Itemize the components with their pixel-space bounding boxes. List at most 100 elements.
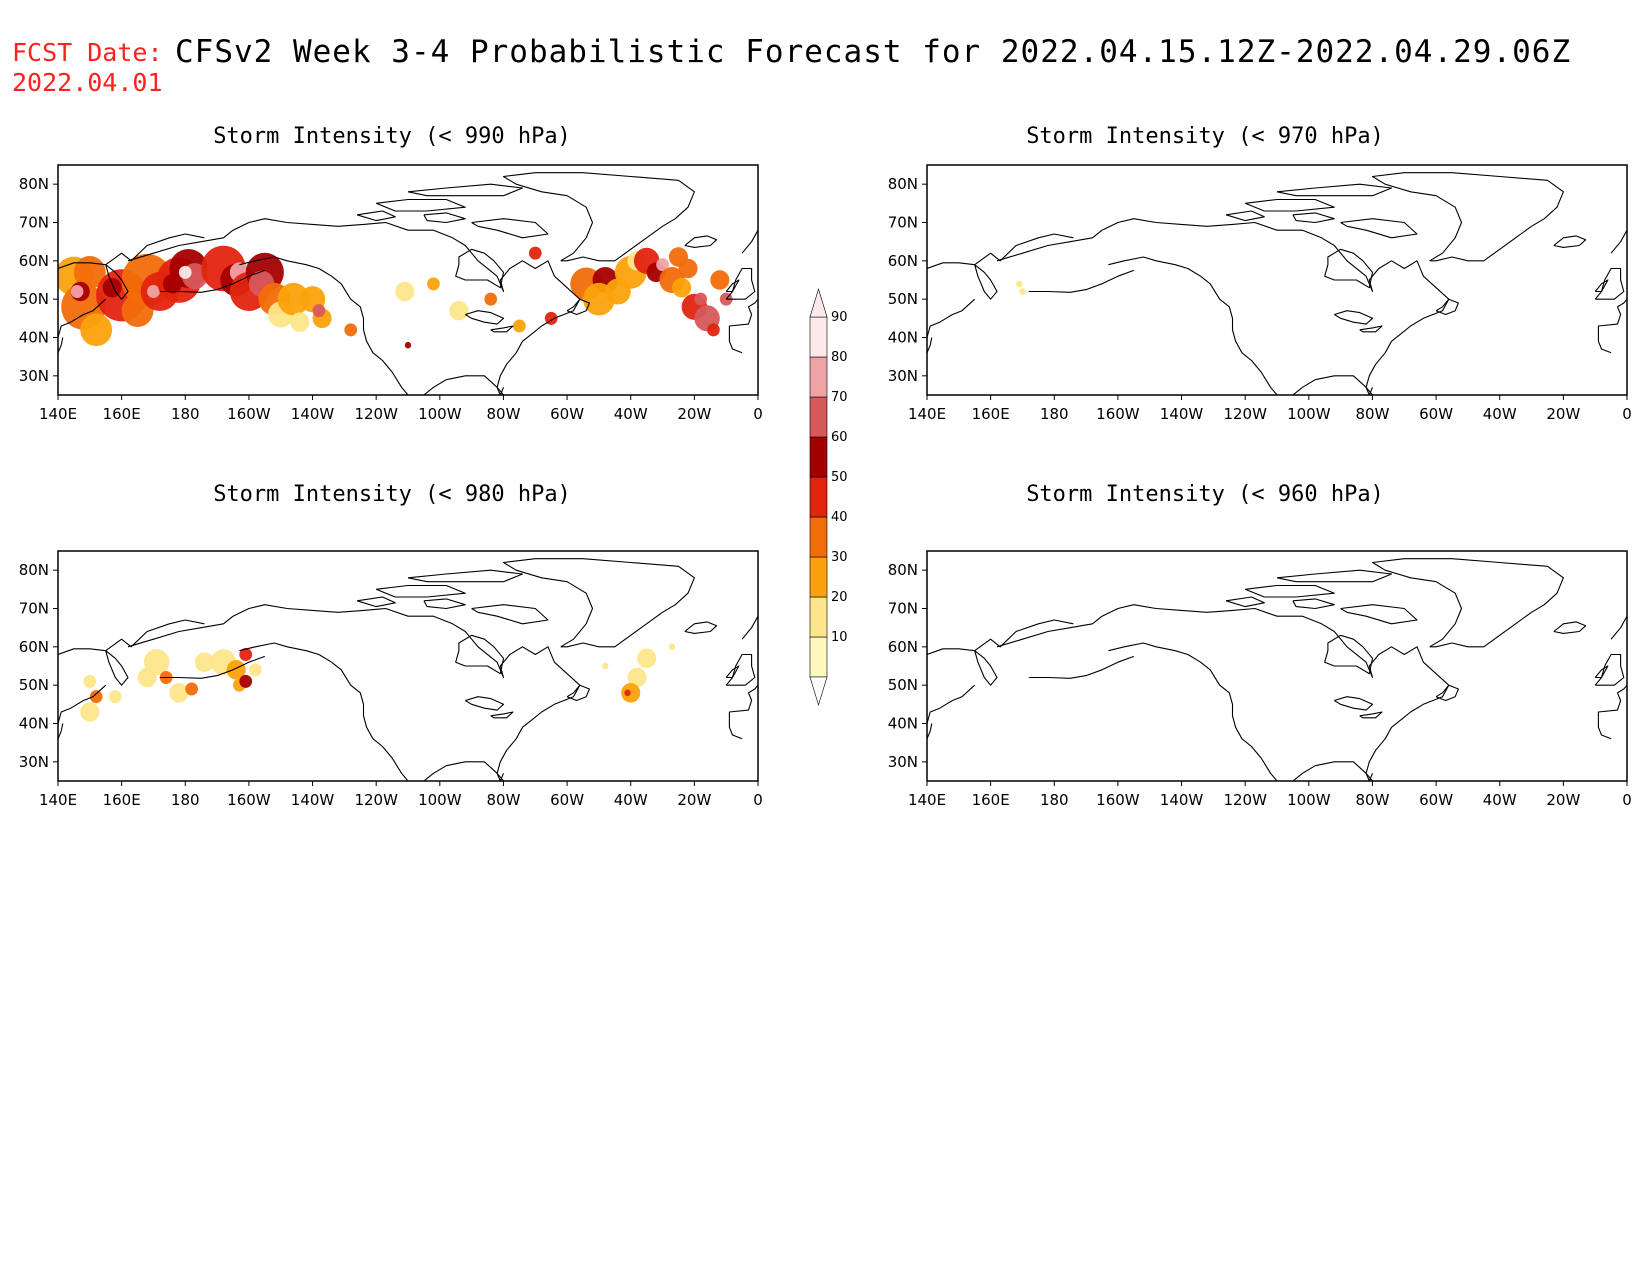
probability-area-990-50	[678, 258, 698, 279]
coastline-20	[490, 711, 514, 719]
panel-title-960: Storm Intensity (< 960 hPa)	[1026, 482, 1384, 507]
lat-tick-label: 50N	[888, 290, 918, 308]
coastline-16	[728, 298, 758, 354]
lon-tick-label: 180	[171, 405, 200, 423]
probability-area-980-9	[194, 652, 214, 672]
lon-tick-label: 140W	[291, 791, 335, 809]
coastline-22	[1292, 379, 1316, 395]
probability-area-980-5	[143, 649, 170, 676]
lat-tick-label: 60N	[19, 252, 49, 270]
colorbar-box	[809, 596, 828, 638]
lat-tick-label: 30N	[19, 753, 49, 771]
coastline-18	[566, 298, 590, 316]
lat-tick-label: 50N	[888, 676, 918, 694]
lon-tick-label: 140E	[39, 791, 77, 809]
lon-tick-label: 160W	[1096, 791, 1140, 809]
probability-area-990-16	[163, 274, 183, 294]
coastline-13	[684, 235, 718, 248]
coastline-3	[58, 233, 205, 300]
coastline-7	[502, 172, 695, 262]
colorbar-label: 40	[831, 510, 848, 525]
lon-tick-label: 0	[1622, 405, 1632, 423]
coastline-9	[1276, 183, 1393, 197]
probability-area-990-31	[395, 281, 415, 302]
map-frame	[57, 164, 759, 396]
panel-title-990: Storm Intensity (< 990 hPa)	[213, 124, 571, 149]
probability-area-980-13	[239, 647, 253, 662]
lat-tick-label: 40N	[888, 329, 918, 347]
coastline-14	[725, 267, 756, 300]
lat-tick-label: 80N	[19, 561, 49, 579]
colorbar-box	[809, 316, 828, 358]
coastline-15	[725, 665, 740, 679]
probability-area-990-33	[427, 277, 440, 291]
probability-area-990-30	[344, 323, 358, 337]
lat-tick-label: 70N	[19, 600, 49, 618]
colorbar-box	[809, 516, 828, 558]
coastline-3	[927, 233, 1074, 300]
lon-tick-label: 160W	[1096, 405, 1140, 423]
coastline-5	[58, 337, 64, 354]
lon-tick-label: 100W	[1287, 405, 1331, 423]
probability-area-980-2	[83, 674, 97, 688]
lon-tick-label: 20W	[1546, 791, 1580, 809]
coastline-15	[1594, 665, 1609, 679]
lon-tick-label: 40W	[1483, 405, 1517, 423]
probability-area-990-15	[178, 265, 192, 279]
coastline-9	[1276, 569, 1393, 583]
probability-area-980-8	[185, 682, 198, 696]
lat-tick-label: 60N	[888, 252, 918, 270]
coastline-10	[1340, 218, 1418, 239]
lon-tick-label: 60W	[1419, 791, 1453, 809]
coastline-6	[455, 248, 505, 289]
probability-area-990-47	[656, 258, 669, 272]
coastline-12	[356, 210, 396, 222]
coastline-11	[423, 598, 466, 610]
coastline-12	[1225, 596, 1265, 608]
colorbar-label: 20	[831, 590, 848, 605]
coastline-9	[407, 183, 524, 197]
lat-tick-label: 80N	[19, 175, 49, 193]
coastline-10	[1340, 604, 1418, 625]
map-frame	[926, 550, 1628, 782]
probability-area-990-53	[694, 292, 708, 306]
probability-area-990-36	[513, 319, 526, 333]
coastline-22	[423, 379, 447, 395]
lat-tick-label: 60N	[888, 638, 918, 656]
lat-tick-label: 30N	[888, 753, 918, 771]
coastline-8	[375, 198, 466, 212]
lon-tick-label: 40W	[614, 405, 648, 423]
coastline-0	[996, 604, 1450, 781]
coastline-11	[1292, 212, 1335, 224]
coastline-6	[1324, 248, 1374, 289]
coastline-17	[741, 615, 758, 640]
coastline-6	[1324, 634, 1374, 675]
lon-tick-label: 0	[753, 791, 763, 809]
probability-area-980-3	[108, 690, 122, 704]
lon-tick-label: 160E	[972, 405, 1010, 423]
coastline-10	[471, 218, 549, 239]
colorbar-label: 50	[831, 470, 848, 485]
colorbar-box	[809, 436, 828, 478]
coastline-4	[58, 684, 107, 724]
colorbar-bottom-extension	[809, 676, 828, 707]
coastline-21	[1315, 761, 1374, 781]
coastline-3	[927, 619, 1074, 686]
lon-tick-label: 140E	[39, 405, 77, 423]
probability-area-990-55	[707, 323, 720, 337]
coastline-6	[455, 634, 505, 675]
colorbar-box	[809, 476, 828, 518]
lon-tick-label: 140W	[1160, 791, 1204, 809]
figure-title: CFSv2 Week 3-4 Probabilistic Forecast fo…	[175, 34, 1572, 70]
coastline-17	[741, 229, 758, 254]
colorbar: 10 20 30 40 50 60 70 80 90	[809, 287, 848, 707]
lat-tick-label: 30N	[19, 367, 49, 385]
lon-tick-label: 140E	[908, 405, 946, 423]
probability-area-980-14	[239, 674, 253, 688]
lat-tick-label: 40N	[19, 329, 49, 347]
colorbar-label: 60	[831, 430, 848, 445]
lon-tick-label: 40W	[614, 791, 648, 809]
probability-area-990-56	[710, 270, 730, 290]
lat-tick-label: 50N	[19, 290, 49, 308]
lat-tick-label: 80N	[888, 175, 918, 193]
